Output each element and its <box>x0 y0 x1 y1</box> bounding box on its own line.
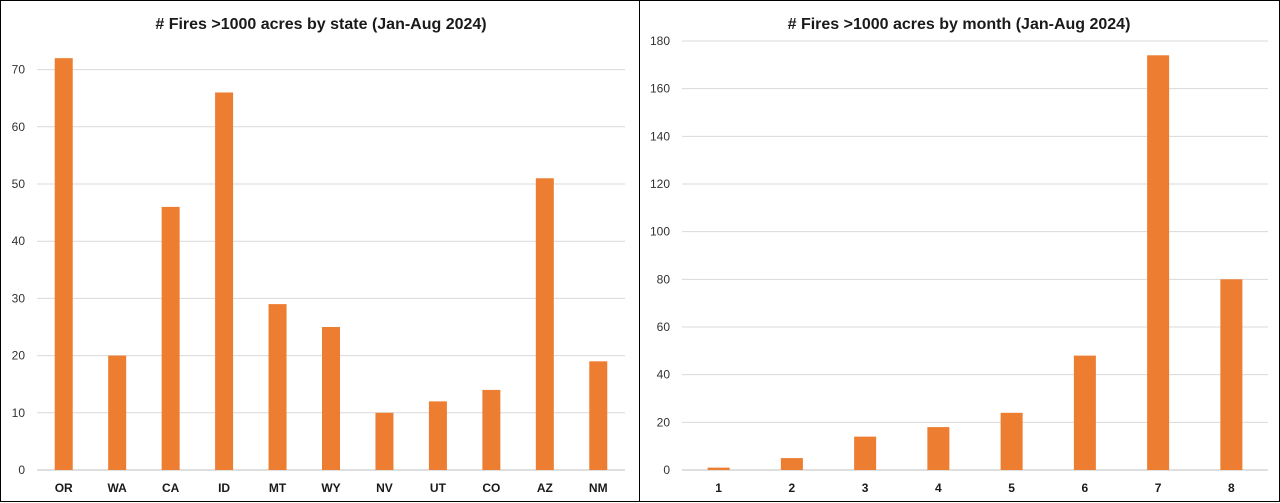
bar <box>54 58 73 470</box>
label-layer: 0 20 40 60 80 100 120 140 160 180 1 2 3 4 5 6 7 8 <box>650 34 1235 495</box>
x-category-label: WY <box>321 481 340 495</box>
bar <box>215 92 234 470</box>
x-category-label: ID <box>218 481 230 495</box>
bar <box>322 327 340 470</box>
bar <box>1073 355 1096 470</box>
x-category-label: 5 <box>1008 481 1015 495</box>
x-category-label: NV <box>376 481 393 495</box>
x-category-label: UT <box>430 481 447 495</box>
bar <box>535 178 554 470</box>
y-tick-label: 60 <box>12 120 26 134</box>
bar <box>108 355 127 470</box>
state-chart-panel: # Fires >1000 acres by state (Jan-Aug 20… <box>0 0 640 502</box>
x-category-label: 6 <box>1082 481 1089 495</box>
month-bar-chart: # Fires >1000 acres by month (Jan-Aug 20… <box>650 16 1268 495</box>
label-layer: 0 10 20 30 40 50 60 70 OR WA CA ID MT WY NV UT CO AZ NM <box>12 63 608 495</box>
x-category-label: WA <box>108 481 128 495</box>
x-category-label: OR <box>55 481 73 495</box>
y-tick-label: 140 <box>650 129 670 143</box>
grid-layer <box>682 40 1268 471</box>
y-tick-label: 160 <box>650 82 670 96</box>
y-tick-label: 40 <box>12 234 26 248</box>
y-tick-label: 70 <box>12 63 26 77</box>
bar <box>707 467 730 470</box>
bar <box>927 427 950 470</box>
bar <box>1220 279 1243 470</box>
y-tick-label: 20 <box>12 349 26 363</box>
bar <box>428 401 447 470</box>
y-tick-label: 0 <box>663 463 670 477</box>
y-tick-label: 10 <box>12 406 26 420</box>
x-category-label: 7 <box>1155 481 1162 495</box>
x-category-label: MT <box>269 481 287 495</box>
x-category-label: 4 <box>935 481 942 495</box>
state-bar-chart: # Fires >1000 acres by state (Jan-Aug 20… <box>12 16 625 495</box>
y-tick-label: 60 <box>657 320 671 334</box>
y-tick-label: 50 <box>12 177 26 191</box>
y-tick-label: 180 <box>650 34 670 48</box>
x-category-label: CA <box>162 481 180 495</box>
y-tick-label: 120 <box>650 177 670 191</box>
bar-layer <box>707 55 1243 471</box>
x-category-label: CO <box>482 481 500 495</box>
bar <box>780 458 803 470</box>
y-tick-label: 0 <box>18 463 25 477</box>
bar <box>1147 55 1170 471</box>
x-category-label: 8 <box>1228 481 1235 495</box>
bar <box>375 412 394 470</box>
x-category-label: NM <box>589 481 608 495</box>
bar <box>1000 412 1023 470</box>
x-category-label: AZ <box>537 481 553 495</box>
y-tick-label: 40 <box>657 368 671 382</box>
y-tick-label: 80 <box>657 272 671 286</box>
bar <box>161 206 180 470</box>
x-category-label: 3 <box>862 481 869 495</box>
month-chart-panel: # Fires >1000 acres by month (Jan-Aug 20… <box>640 0 1280 502</box>
bar <box>589 361 608 470</box>
y-tick-label: 20 <box>657 415 671 429</box>
bar-layer <box>54 58 608 470</box>
y-tick-label: 100 <box>650 225 670 239</box>
chart-title: # Fires >1000 acres by state (Jan-Aug 20… <box>155 16 486 33</box>
y-tick-label: 30 <box>12 291 26 305</box>
chart-title: # Fires >1000 acres by month (Jan-Aug 20… <box>788 16 1131 33</box>
x-category-label: 2 <box>789 481 796 495</box>
bar <box>854 436 877 470</box>
x-category-label: 1 <box>715 481 722 495</box>
bar <box>482 389 501 470</box>
bar <box>268 304 287 470</box>
